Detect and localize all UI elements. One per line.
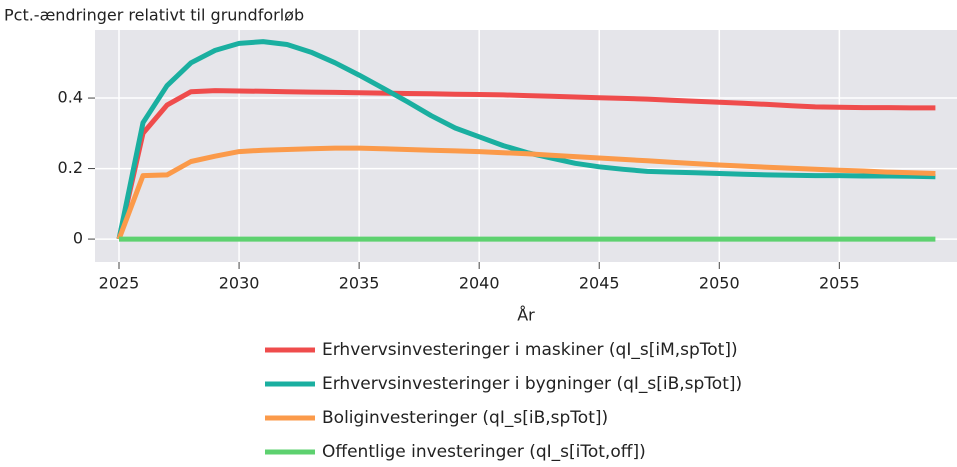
y-axis-label: Pct.-ændringer relativt til grundforløb <box>4 6 304 25</box>
y-tick-label: 0 <box>73 229 83 248</box>
x-tick-label: 2030 <box>219 274 260 293</box>
x-tick-label: 2050 <box>699 274 740 293</box>
x-tick-label: 2055 <box>819 274 860 293</box>
x-tick-label: 2045 <box>579 274 620 293</box>
plot-background <box>95 30 957 262</box>
x-axis-label: År <box>517 306 535 325</box>
series-line <box>116 88 936 240</box>
x-tick-label: 2035 <box>339 274 380 293</box>
y-tick-label: 0.2 <box>58 158 83 177</box>
series-line <box>116 145 936 240</box>
legend-label: Boliginvesteringer (qI_s[iB,spTot]) <box>322 408 608 428</box>
legend-label: Offentlige investeringer (qI_s[iTot,off]… <box>322 442 646 462</box>
legend-label: Erhvervsinvesteringer i bygninger (qI_s[… <box>322 374 742 394</box>
x-tick-label: 2025 <box>99 274 140 293</box>
x-tick-label: 2040 <box>459 274 500 293</box>
legend-label: Erhvervsinvesteringer i maskiner (qI_s[i… <box>322 340 738 360</box>
y-tick-label: 0.4 <box>58 88 83 107</box>
